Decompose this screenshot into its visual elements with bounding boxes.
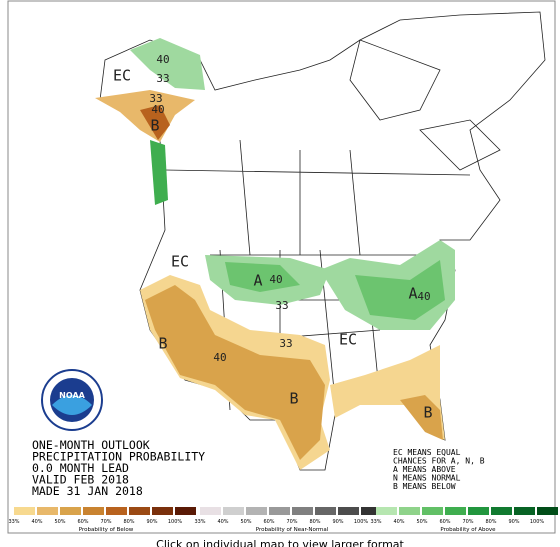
- scale-swatch: [468, 507, 489, 515]
- scale-swatch: [315, 507, 336, 515]
- scale-swatch: [537, 507, 558, 515]
- scale-caption: Probability of Near-Normal: [256, 527, 329, 533]
- scale-swatch: [200, 507, 221, 515]
- key-line: CHANCES FOR A, N, B: [393, 457, 485, 466]
- map-label: 33: [156, 72, 169, 85]
- footer: Click on individual map to view larger f…: [156, 538, 404, 547]
- scale-tick: 40%: [31, 519, 42, 525]
- title-line: 0.0 MONTH LEAD: [32, 461, 129, 475]
- scale-tick: 40%: [393, 519, 404, 525]
- title-line: PRECIPITATION PROBABILITY: [32, 450, 205, 464]
- key-line: EC MEANS EQUAL: [393, 448, 461, 457]
- scale-swatch: [361, 507, 382, 515]
- map-label: B: [150, 117, 159, 135]
- svg-text:NOAA: NOAA: [59, 391, 85, 400]
- map-label: 40: [156, 53, 169, 66]
- map-label: EC: [171, 253, 189, 271]
- map-label: 33: [149, 92, 162, 105]
- scale-caption: Probability of Below: [79, 527, 134, 533]
- map-label: 40: [417, 290, 430, 303]
- scale-tick: 80%: [485, 519, 496, 525]
- scale-tick: 40%: [217, 519, 228, 525]
- scale-tick: 90%: [146, 519, 157, 525]
- scale-tick: 33%: [8, 519, 19, 525]
- scale-caption: Probability of Above: [440, 527, 496, 533]
- map-label: EC: [339, 331, 357, 349]
- map-label: 40: [151, 103, 164, 116]
- title-line: MADE 31 JAN 2018: [32, 484, 143, 498]
- key-line: B MEANS BELOW: [393, 482, 456, 491]
- title-line: ONE-MONTH OUTLOOK: [32, 438, 150, 452]
- map-label: EC: [113, 67, 131, 85]
- scale-tick: 80%: [123, 519, 134, 525]
- key-line: A MEANS ABOVE: [393, 465, 456, 474]
- scale-swatch: [292, 507, 313, 515]
- scale-tick: 100%: [354, 519, 369, 525]
- key-line: N MEANS NORMAL: [393, 474, 461, 483]
- title-line: VALID FEB 2018: [32, 473, 129, 487]
- map-label: A: [408, 285, 417, 303]
- scale-swatch: [422, 507, 443, 515]
- scale-swatch: [376, 507, 397, 515]
- map-label: B: [158, 335, 167, 353]
- scale-swatch: [399, 507, 420, 515]
- scale-swatch: [514, 507, 535, 515]
- scale-tick: 33%: [194, 519, 205, 525]
- scale-swatch: [445, 507, 466, 515]
- map-label: 33: [279, 337, 292, 350]
- scale-tick: 50%: [54, 519, 65, 525]
- scale-tick: 90%: [508, 519, 519, 525]
- scale-swatch: [246, 507, 267, 515]
- scale-swatch: [269, 507, 290, 515]
- map-label: 40: [269, 273, 282, 286]
- scale-swatch: [83, 507, 104, 515]
- scale-tick: 50%: [240, 519, 251, 525]
- scale-tick: 60%: [439, 519, 450, 525]
- scale-tick: 33%: [370, 519, 381, 525]
- scale-swatch: [129, 507, 150, 515]
- scale-swatch: [223, 507, 244, 515]
- scale-tick: 60%: [263, 519, 274, 525]
- scale-tick: 90%: [332, 519, 343, 525]
- noaa-logo: NOAA: [41, 369, 103, 431]
- scale-tick: 60%: [77, 519, 88, 525]
- probability-areas: [95, 38, 455, 470]
- scale-swatch: [14, 507, 35, 515]
- scale-tick: 50%: [416, 519, 427, 525]
- scale-tick: 70%: [286, 519, 297, 525]
- map-label: A: [253, 272, 262, 290]
- scale-tick: 70%: [100, 519, 111, 525]
- scale-tick: 100%: [530, 519, 545, 525]
- scale-swatch: [60, 507, 81, 515]
- map-label: 33: [275, 299, 288, 312]
- map-label: B: [289, 390, 298, 408]
- map-label: 40: [213, 351, 226, 364]
- scale-swatch: [175, 507, 196, 515]
- scale-tick: 100%: [168, 519, 183, 525]
- scale-swatch: [37, 507, 58, 515]
- map-label: B: [423, 404, 432, 422]
- scale-swatch: [491, 507, 512, 515]
- scale-swatch: [106, 507, 127, 515]
- scale-swatch: [152, 507, 173, 515]
- scale-swatch: [338, 507, 359, 515]
- scale-tick: 70%: [462, 519, 473, 525]
- scale-tick: 80%: [309, 519, 320, 525]
